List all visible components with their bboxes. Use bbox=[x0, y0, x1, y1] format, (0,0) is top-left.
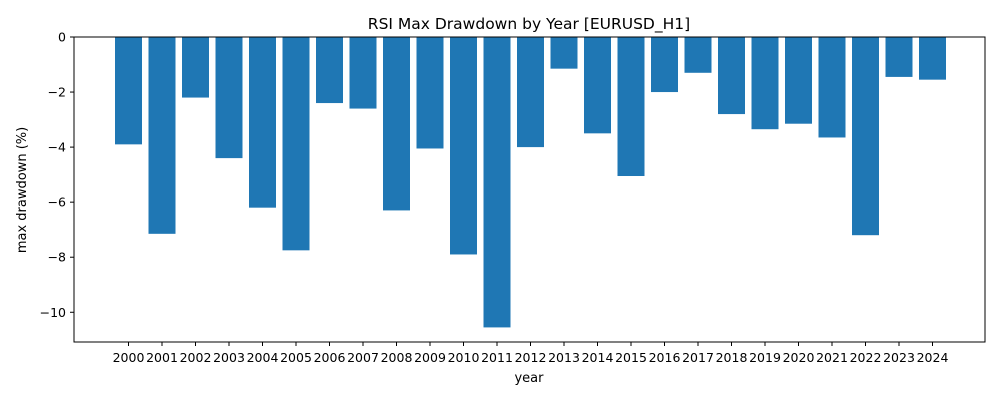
y-tick-label--6: −6 bbox=[48, 195, 66, 210]
y-tick-label-0: 0 bbox=[58, 30, 66, 45]
bar-2009 bbox=[416, 37, 444, 149]
bar-2008 bbox=[383, 37, 410, 211]
bars-group bbox=[115, 37, 946, 328]
x-tick-label-2008: 2008 bbox=[381, 350, 413, 365]
bar-2010 bbox=[450, 37, 477, 255]
y-tick-label--2: −2 bbox=[48, 85, 66, 100]
x-tick-label-2015: 2015 bbox=[615, 350, 647, 365]
x-tick-label-2022: 2022 bbox=[850, 350, 882, 365]
bar-2011 bbox=[483, 37, 511, 328]
bar-2023 bbox=[885, 37, 913, 77]
bar-2020 bbox=[785, 37, 812, 124]
bar-2013 bbox=[550, 37, 578, 69]
plot-frame bbox=[73, 36, 986, 343]
x-tick-label-2002: 2002 bbox=[180, 350, 212, 365]
x-tick-label-2006: 2006 bbox=[314, 350, 346, 365]
x-tick-label-2020: 2020 bbox=[783, 350, 815, 365]
x-tick-label-2014: 2014 bbox=[582, 350, 614, 365]
x-axis-label: year bbox=[514, 371, 544, 386]
x-tick-label-2016: 2016 bbox=[649, 350, 681, 365]
bar-2016 bbox=[651, 37, 678, 93]
x-tick-label-2024: 2024 bbox=[917, 350, 949, 365]
x-tick-label-2013: 2013 bbox=[548, 350, 580, 365]
bar-2014 bbox=[584, 37, 611, 134]
x-tick-label-2012: 2012 bbox=[515, 350, 547, 365]
bar-2002 bbox=[182, 37, 209, 98]
x-tick-label-2019: 2019 bbox=[749, 350, 781, 365]
x-tick-label-2017: 2017 bbox=[682, 350, 714, 365]
x-axis: 2000 2001 2002 2003 2004 2005 2006 2007 2008 2009… bbox=[113, 342, 949, 365]
bar-2000 bbox=[115, 37, 142, 145]
bar-2015 bbox=[617, 37, 645, 177]
x-tick-label-2010: 2010 bbox=[448, 350, 480, 365]
bar-2007 bbox=[349, 37, 377, 109]
x-tick-label-2003: 2003 bbox=[213, 350, 245, 365]
x-tick-label-2000: 2000 bbox=[113, 350, 145, 365]
x-tick-label-2023: 2023 bbox=[883, 350, 915, 365]
bar-2003 bbox=[215, 37, 243, 159]
y-tick-label--4: −4 bbox=[48, 140, 66, 155]
y-tick-label--8: −8 bbox=[48, 250, 66, 265]
bar-2006 bbox=[316, 37, 343, 104]
y-tick-label--10: −10 bbox=[40, 305, 66, 320]
bar-2022 bbox=[852, 37, 879, 236]
bar-2005 bbox=[282, 37, 310, 251]
bar-2024 bbox=[919, 37, 946, 80]
x-tick-label-2004: 2004 bbox=[247, 350, 279, 365]
x-tick-label-2007: 2007 bbox=[347, 350, 379, 365]
x-tick-label-2011: 2011 bbox=[481, 350, 513, 365]
x-tick-label-2001: 2001 bbox=[146, 350, 178, 365]
y-axis-label: max drawdown (%) bbox=[15, 127, 30, 253]
bar-2012 bbox=[517, 37, 544, 148]
x-tick-label-2018: 2018 bbox=[716, 350, 748, 365]
bar-2018 bbox=[718, 37, 745, 115]
x-tick-label-2005: 2005 bbox=[280, 350, 312, 365]
chart-title: RSI Max Drawdown by Year [EURUSD_H1] bbox=[368, 15, 690, 34]
bar-2001 bbox=[148, 37, 176, 234]
y-axis: 0 −2 −4 −6 −8 −10 bbox=[40, 30, 74, 320]
bar-2004 bbox=[249, 37, 276, 208]
bar-2021 bbox=[818, 37, 846, 138]
x-tick-label-2021: 2021 bbox=[816, 350, 848, 365]
bar-2017 bbox=[684, 37, 712, 73]
x-tick-label-2009: 2009 bbox=[414, 350, 446, 365]
bar-2019 bbox=[751, 37, 779, 130]
